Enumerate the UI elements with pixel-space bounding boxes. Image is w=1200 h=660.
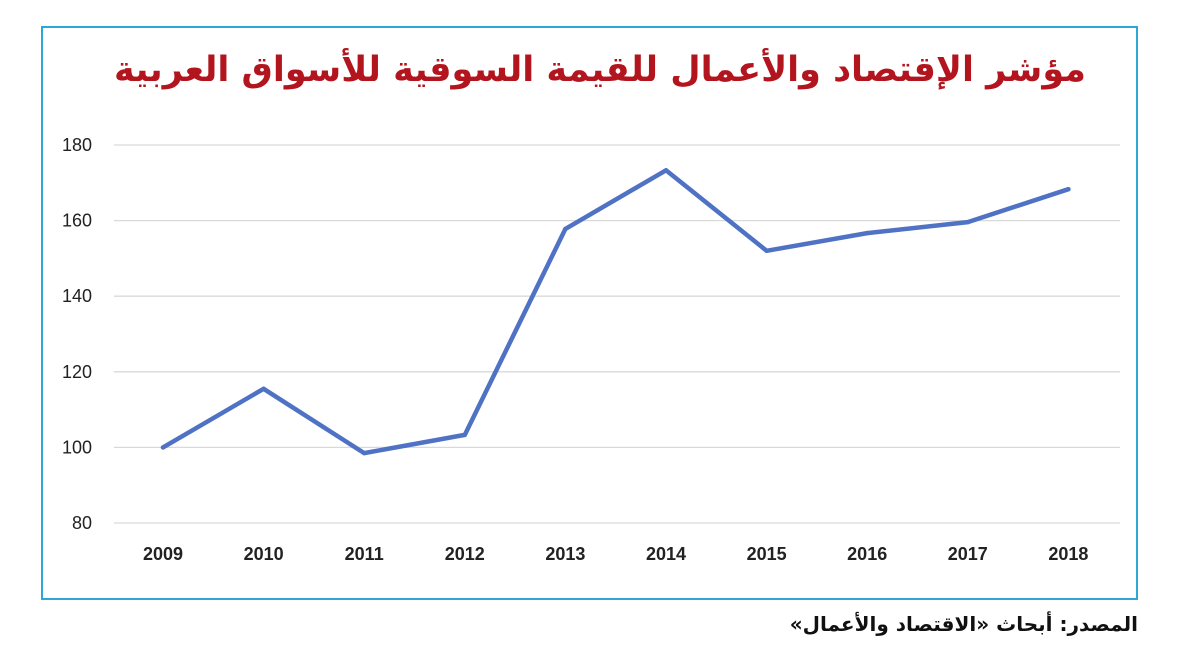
x-tick-label: 2013 [545,544,585,564]
y-tick-label: 80 [72,513,92,533]
x-tick-label: 2012 [445,544,485,564]
x-tick-label: 2017 [948,544,988,564]
x-tick-label: 2010 [244,544,284,564]
data-point [563,226,568,232]
data-point [261,386,266,392]
y-tick-label: 100 [62,437,92,457]
grid-layer [114,144,1120,524]
series-line [160,168,1071,456]
y-axis-ticks: 80 100 120 140 160 180 [62,135,92,533]
x-axis-ticks: 2009 2010 2011 2012 2013 2014 2015 2016 2017 2018 [143,544,1088,564]
y-tick-label: 180 [62,135,92,155]
x-tick-label: 2011 [345,544,384,564]
x-tick-label: 2009 [143,544,183,564]
data-point [462,432,467,438]
data-point [965,219,970,225]
x-tick-label: 2015 [747,544,787,564]
y-tick-label: 140 [62,286,92,306]
x-tick-label: 2014 [646,544,686,564]
data-point [362,450,367,456]
data-point [663,168,669,173]
chart-frame [41,26,1138,600]
x-tick-label: 2018 [1048,544,1088,564]
data-point [865,230,870,236]
y-tick-label: 120 [62,362,92,382]
data-point [764,248,769,254]
data-point [1066,187,1071,192]
y-tick-label: 160 [62,211,92,231]
source-note: المصدر: أبحاث «الاقتصاد والأعمال» [789,612,1138,636]
data-point [160,445,166,450]
series-layer [160,168,1071,456]
chart-title: مؤشر الإقتصاد والأعمال للقيمة السوقية لل… [114,50,1086,90]
x-tick-label: 2016 [847,544,887,564]
